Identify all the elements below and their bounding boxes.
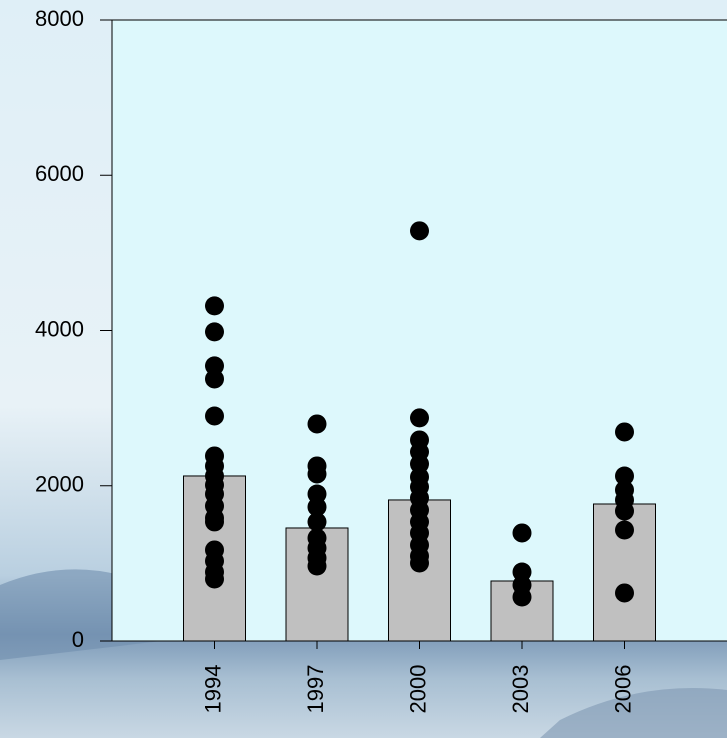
data-point [307,464,327,484]
y-tick-label: 2000 [35,472,84,497]
data-point [410,408,429,428]
x-tick-label: 1997 [303,665,328,714]
x-tick-label: 1994 [200,665,225,714]
x-tick-label: 2000 [405,665,430,714]
data-point [205,512,224,532]
data-point [205,406,224,426]
y-tick-label: 8000 [35,6,84,31]
data-point [615,422,634,442]
background-land [540,688,727,738]
data-point [205,296,224,316]
y-tick-label: 0 [72,627,84,652]
data-point [512,587,532,607]
data-point [205,322,224,342]
y-tick-label: 6000 [35,161,84,186]
data-point [307,497,327,517]
data-point [512,523,532,543]
data-point [615,583,634,603]
data-point [615,501,634,521]
data-point [615,520,634,540]
data-point [205,356,224,376]
x-tick-label: 2003 [508,665,533,714]
data-point [410,553,429,573]
data-point [615,466,634,486]
data-point [307,556,327,576]
data-point [205,569,224,589]
y-tick-label: 4000 [35,316,84,341]
data-point [410,221,429,241]
data-point [410,454,429,474]
data-point [205,369,224,389]
data-point [307,414,327,434]
x-tick-label: 2006 [610,665,635,714]
data-point [307,512,327,532]
